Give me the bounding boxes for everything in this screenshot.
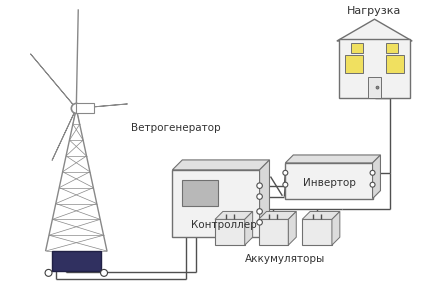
Circle shape <box>257 194 262 199</box>
Circle shape <box>71 103 81 113</box>
Circle shape <box>257 209 262 214</box>
Text: Нагрузка: Нагрузка <box>347 6 402 16</box>
Bar <box>339 39 410 98</box>
Polygon shape <box>332 211 340 245</box>
Polygon shape <box>260 160 270 237</box>
Polygon shape <box>31 54 80 112</box>
Polygon shape <box>258 211 296 219</box>
Circle shape <box>370 182 375 187</box>
Polygon shape <box>52 104 78 161</box>
Text: Аккумуляторы: Аккумуляторы <box>245 254 326 264</box>
Circle shape <box>283 170 288 175</box>
Polygon shape <box>172 160 270 170</box>
Bar <box>76 103 94 113</box>
Text: Контроллер: Контроллер <box>191 220 257 230</box>
Circle shape <box>257 220 262 225</box>
Bar <box>215 219 245 245</box>
Polygon shape <box>337 19 412 41</box>
Text: Инвертор: Инвертор <box>303 178 355 188</box>
Bar <box>387 43 398 53</box>
Bar <box>182 180 218 205</box>
Polygon shape <box>245 211 253 245</box>
Bar <box>302 219 332 245</box>
Bar <box>258 219 289 245</box>
Polygon shape <box>302 211 340 219</box>
Text: Ветрогенератор: Ветрогенератор <box>131 123 221 133</box>
Circle shape <box>376 86 379 89</box>
Bar <box>351 43 362 53</box>
Circle shape <box>45 269 52 276</box>
Circle shape <box>257 183 262 188</box>
Circle shape <box>283 182 288 187</box>
Circle shape <box>370 170 375 175</box>
Bar <box>368 77 381 98</box>
Polygon shape <box>289 211 296 245</box>
Polygon shape <box>372 155 381 198</box>
Polygon shape <box>72 104 128 109</box>
Bar <box>172 170 260 237</box>
Bar <box>286 163 372 198</box>
Polygon shape <box>286 155 381 163</box>
Bar <box>345 55 362 73</box>
Circle shape <box>101 269 108 276</box>
Bar <box>52 251 101 271</box>
Bar <box>387 55 404 73</box>
Polygon shape <box>215 211 253 219</box>
